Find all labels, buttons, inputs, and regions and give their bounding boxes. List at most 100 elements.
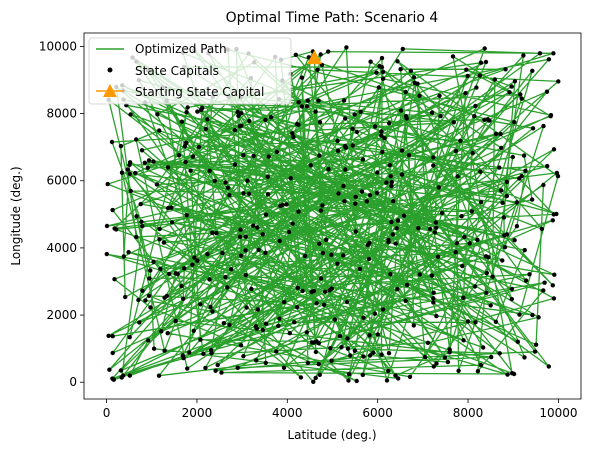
state-capital-point bbox=[396, 376, 401, 381]
x-tick-label: 8000 bbox=[453, 406, 484, 420]
state-capital-point bbox=[431, 300, 436, 305]
state-capital-point bbox=[161, 240, 167, 245]
state-capital-point bbox=[280, 202, 285, 208]
state-capital-point bbox=[522, 355, 527, 360]
state-capital-point bbox=[219, 370, 224, 375]
state-capital-point bbox=[195, 258, 200, 263]
state-capital-point bbox=[134, 214, 139, 219]
state-capital-point bbox=[159, 329, 164, 334]
state-capital-point bbox=[201, 351, 206, 356]
state-capital-point bbox=[479, 200, 484, 205]
state-capital-point bbox=[128, 188, 133, 194]
state-capital-point bbox=[106, 333, 111, 338]
state-capital-point bbox=[228, 267, 234, 272]
state-capital-point bbox=[436, 185, 441, 190]
state-capital-point bbox=[393, 241, 398, 246]
state-capital-point bbox=[500, 200, 505, 205]
state-capital-point bbox=[104, 251, 110, 257]
state-capital-point bbox=[320, 203, 325, 208]
state-capital-point bbox=[442, 355, 448, 360]
state-capital-point bbox=[326, 49, 331, 54]
state-capital-point bbox=[478, 362, 484, 368]
state-capital-point bbox=[502, 233, 507, 238]
state-capital-point bbox=[372, 311, 378, 316]
state-capital-point bbox=[133, 170, 138, 176]
state-capital-point bbox=[475, 369, 481, 374]
state-capital-point bbox=[379, 129, 384, 134]
state-capital-point bbox=[364, 199, 369, 204]
x-tick-label: 6000 bbox=[362, 406, 393, 420]
state-capital-point bbox=[514, 200, 519, 205]
state-capital-point bbox=[125, 167, 130, 172]
state-capital-point bbox=[379, 133, 384, 138]
state-capital-point bbox=[329, 286, 334, 291]
state-capital-point bbox=[490, 274, 495, 279]
state-capital-point bbox=[367, 353, 373, 358]
state-capital-point bbox=[379, 65, 385, 70]
state-capital-point bbox=[346, 378, 351, 383]
state-capital-point bbox=[431, 290, 436, 295]
state-capital-point bbox=[339, 345, 344, 350]
state-capital-point bbox=[304, 104, 310, 109]
state-capital-point bbox=[210, 230, 215, 235]
optimized-path bbox=[106, 46, 559, 383]
state-capital-point bbox=[127, 373, 132, 378]
starting-state-capital-marker bbox=[306, 50, 322, 65]
x-tick-label: 10000 bbox=[539, 406, 577, 420]
state-capital-point bbox=[277, 238, 282, 244]
state-capital-point bbox=[209, 350, 214, 356]
state-capital-point bbox=[412, 80, 417, 86]
legend: Optimized Path State Capitals Starting S… bbox=[88, 37, 292, 105]
state-capital-point bbox=[196, 144, 202, 150]
state-capital-point bbox=[249, 286, 254, 292]
state-capital-point bbox=[263, 360, 268, 366]
state-capital-point bbox=[542, 280, 547, 285]
state-capital-point bbox=[537, 51, 543, 56]
state-capital-point bbox=[546, 57, 552, 62]
state-capital-point bbox=[550, 218, 555, 223]
state-capital-point bbox=[343, 116, 348, 121]
state-capital-point bbox=[317, 120, 323, 125]
state-capital-point bbox=[317, 372, 322, 377]
state-capital-point bbox=[246, 191, 252, 196]
state-capital-point bbox=[379, 55, 385, 61]
state-capital-point bbox=[475, 237, 480, 242]
state-capital-point bbox=[121, 373, 126, 378]
state-capital-point bbox=[148, 305, 153, 310]
state-capital-point bbox=[551, 296, 557, 301]
state-capital-point bbox=[139, 148, 145, 153]
state-capital-point bbox=[110, 376, 115, 381]
state-capital-point bbox=[182, 144, 188, 149]
state-capital-point bbox=[487, 118, 492, 123]
state-capital-point bbox=[374, 70, 379, 75]
state-capital-point bbox=[541, 288, 546, 293]
state-capital-point bbox=[313, 109, 318, 114]
state-capital-point bbox=[431, 364, 436, 369]
state-capital-point bbox=[431, 163, 436, 168]
state-capital-point bbox=[521, 53, 526, 58]
state-capital-point bbox=[203, 365, 208, 371]
legend-starting-state-capital: Starting State Capital bbox=[135, 85, 264, 99]
y-axis-label: Longitude (deg.) bbox=[9, 166, 23, 265]
state-capital-point bbox=[265, 174, 270, 179]
state-capital-point bbox=[434, 361, 439, 366]
state-capital-point bbox=[341, 98, 347, 103]
state-capital-point bbox=[512, 238, 517, 243]
state-capital-point bbox=[316, 361, 321, 367]
state-capital-point bbox=[213, 368, 218, 373]
state-capital-point bbox=[137, 320, 142, 325]
state-capital-point bbox=[469, 209, 475, 214]
state-capital-point bbox=[232, 162, 238, 167]
state-capital-point bbox=[372, 124, 378, 129]
state-capital-point bbox=[268, 115, 274, 120]
state-capital-point bbox=[367, 333, 372, 338]
state-capital-point bbox=[151, 346, 157, 351]
state-capital-point bbox=[353, 194, 358, 199]
state-capital-point bbox=[241, 191, 246, 196]
state-capital-point bbox=[398, 67, 403, 72]
state-capital-point bbox=[389, 183, 394, 189]
state-capital-point bbox=[276, 323, 281, 329]
state-capital-point bbox=[352, 348, 358, 353]
state-capital-point bbox=[316, 98, 321, 103]
state-capital-point bbox=[335, 138, 340, 144]
